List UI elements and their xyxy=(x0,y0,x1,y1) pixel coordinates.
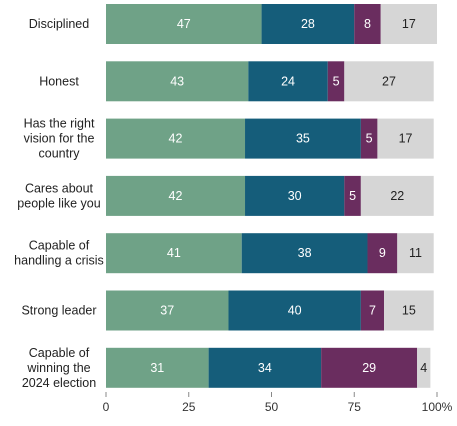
category-labels: Disciplined Honest Has the right vision for… xyxy=(14,17,104,390)
x-axis: 0 25 50 75 100% xyxy=(103,392,453,414)
data-label: 15 xyxy=(402,304,416,318)
bar-segment xyxy=(245,118,361,159)
bar-segment xyxy=(344,61,434,102)
data-label: 42 xyxy=(169,189,183,203)
category-label: Cares about people like you xyxy=(17,181,100,210)
data-label: 43 xyxy=(170,74,184,88)
data-label: 31 xyxy=(150,361,164,375)
data-label: 5 xyxy=(366,132,373,146)
data-label: 35 xyxy=(296,132,310,146)
category-label: Disciplined xyxy=(29,17,89,31)
bar-segment xyxy=(417,347,431,388)
bar-segment xyxy=(397,233,434,274)
x-tick-label: 0 xyxy=(103,400,110,414)
data-label: 17 xyxy=(399,132,413,146)
data-label: 38 xyxy=(298,246,312,260)
data-label: 29 xyxy=(362,361,376,375)
data-label: 8 xyxy=(364,17,371,31)
data-label: 5 xyxy=(349,189,356,203)
category-label: Honest xyxy=(39,74,79,88)
bar-segment xyxy=(384,290,434,331)
category-label: Has the right vision for the country xyxy=(24,117,95,161)
data-label: 24 xyxy=(281,74,295,88)
x-tick-label: 50 xyxy=(265,400,279,414)
data-label: 5 xyxy=(333,74,340,88)
bar-segment xyxy=(106,347,209,388)
bar-segment xyxy=(377,118,434,159)
category-label: Strong leader xyxy=(21,304,96,318)
data-label: 42 xyxy=(169,132,183,146)
data-label: 9 xyxy=(379,246,386,260)
bar-segment xyxy=(321,347,418,388)
bar-segment xyxy=(360,290,385,331)
data-label: 22 xyxy=(390,189,404,203)
bar-segment xyxy=(245,175,345,216)
bar-segment xyxy=(106,233,242,274)
category-label: Capable of winning the 2024 election xyxy=(22,346,96,390)
x-tick-label: 25 xyxy=(182,400,196,414)
bar-segment xyxy=(228,290,361,331)
data-label: 27 xyxy=(382,74,396,88)
bar-segment xyxy=(360,175,434,216)
data-label: 37 xyxy=(160,304,174,318)
bar-segment xyxy=(344,175,361,216)
data-label: 41 xyxy=(167,246,181,260)
bar-segment xyxy=(106,61,249,102)
bar-segment xyxy=(241,233,368,274)
bar-segment xyxy=(106,290,229,331)
data-label: 17 xyxy=(402,17,416,31)
data-label: 47 xyxy=(177,17,191,31)
x-tick-label: 75 xyxy=(348,400,362,414)
bar-segment xyxy=(360,118,378,159)
bar-segment xyxy=(327,61,345,102)
data-label: 34 xyxy=(258,361,272,375)
data-label: 30 xyxy=(288,189,302,203)
bar-segment xyxy=(354,4,381,44)
x-tick-label: 100% xyxy=(422,400,453,414)
data-label: 7 xyxy=(369,304,376,318)
bar-segment xyxy=(367,233,398,274)
bar-segment xyxy=(380,4,437,44)
category-label: Capable of handling a crisis xyxy=(14,239,104,268)
bar-segment xyxy=(261,4,355,44)
bar-segment xyxy=(208,347,322,388)
data-label: 11 xyxy=(409,246,422,260)
data-label: 28 xyxy=(301,17,315,31)
bar-segment xyxy=(106,175,246,216)
bar-segment xyxy=(106,4,262,44)
bar-segment xyxy=(248,61,328,102)
bars-group: 47 28 8 17 43 24 5 27 42 35 5 17 42 30 5 22 41 38 9 11 37 40 7… xyxy=(106,4,437,388)
data-label: 4 xyxy=(420,361,427,375)
data-label: 40 xyxy=(288,304,302,318)
bar-segment xyxy=(106,118,246,159)
